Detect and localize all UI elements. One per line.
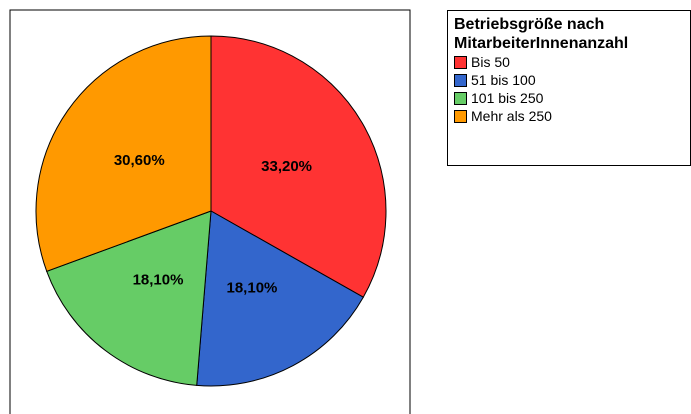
legend-item: Bis 50 — [454, 53, 690, 71]
legend: Betriebsgröße nach MitarbeiterInnenanzah… — [447, 10, 691, 166]
legend-item: Mehr als 250 — [454, 107, 690, 125]
legend-label: Mehr als 250 — [471, 108, 552, 124]
data-label: 18,10% — [133, 272, 184, 289]
pie-slice — [46, 210, 212, 386]
data-label: 30,60% — [114, 152, 165, 169]
legend-label: Bis 50 — [471, 54, 510, 70]
legend-label: 51 bis 100 — [471, 72, 536, 88]
pie-slice — [35, 35, 212, 272]
legend-label: 101 bis 250 — [471, 90, 544, 106]
legend-swatch — [454, 109, 467, 123]
legend-item: 51 bis 100 — [454, 71, 690, 89]
legend-swatch — [454, 91, 467, 105]
data-label: 33,20% — [261, 158, 312, 175]
legend-swatch — [454, 55, 467, 69]
legend-item: 101 bis 250 — [454, 89, 690, 107]
legend-swatch — [454, 73, 467, 87]
data-label: 18,10% — [227, 279, 278, 296]
pie-slice — [210, 35, 387, 298]
pie-slice — [196, 210, 364, 387]
legend-title: Betriebsgröße nach MitarbeiterInnenanzah… — [454, 16, 629, 52]
plot-frame — [9, 9, 411, 414]
